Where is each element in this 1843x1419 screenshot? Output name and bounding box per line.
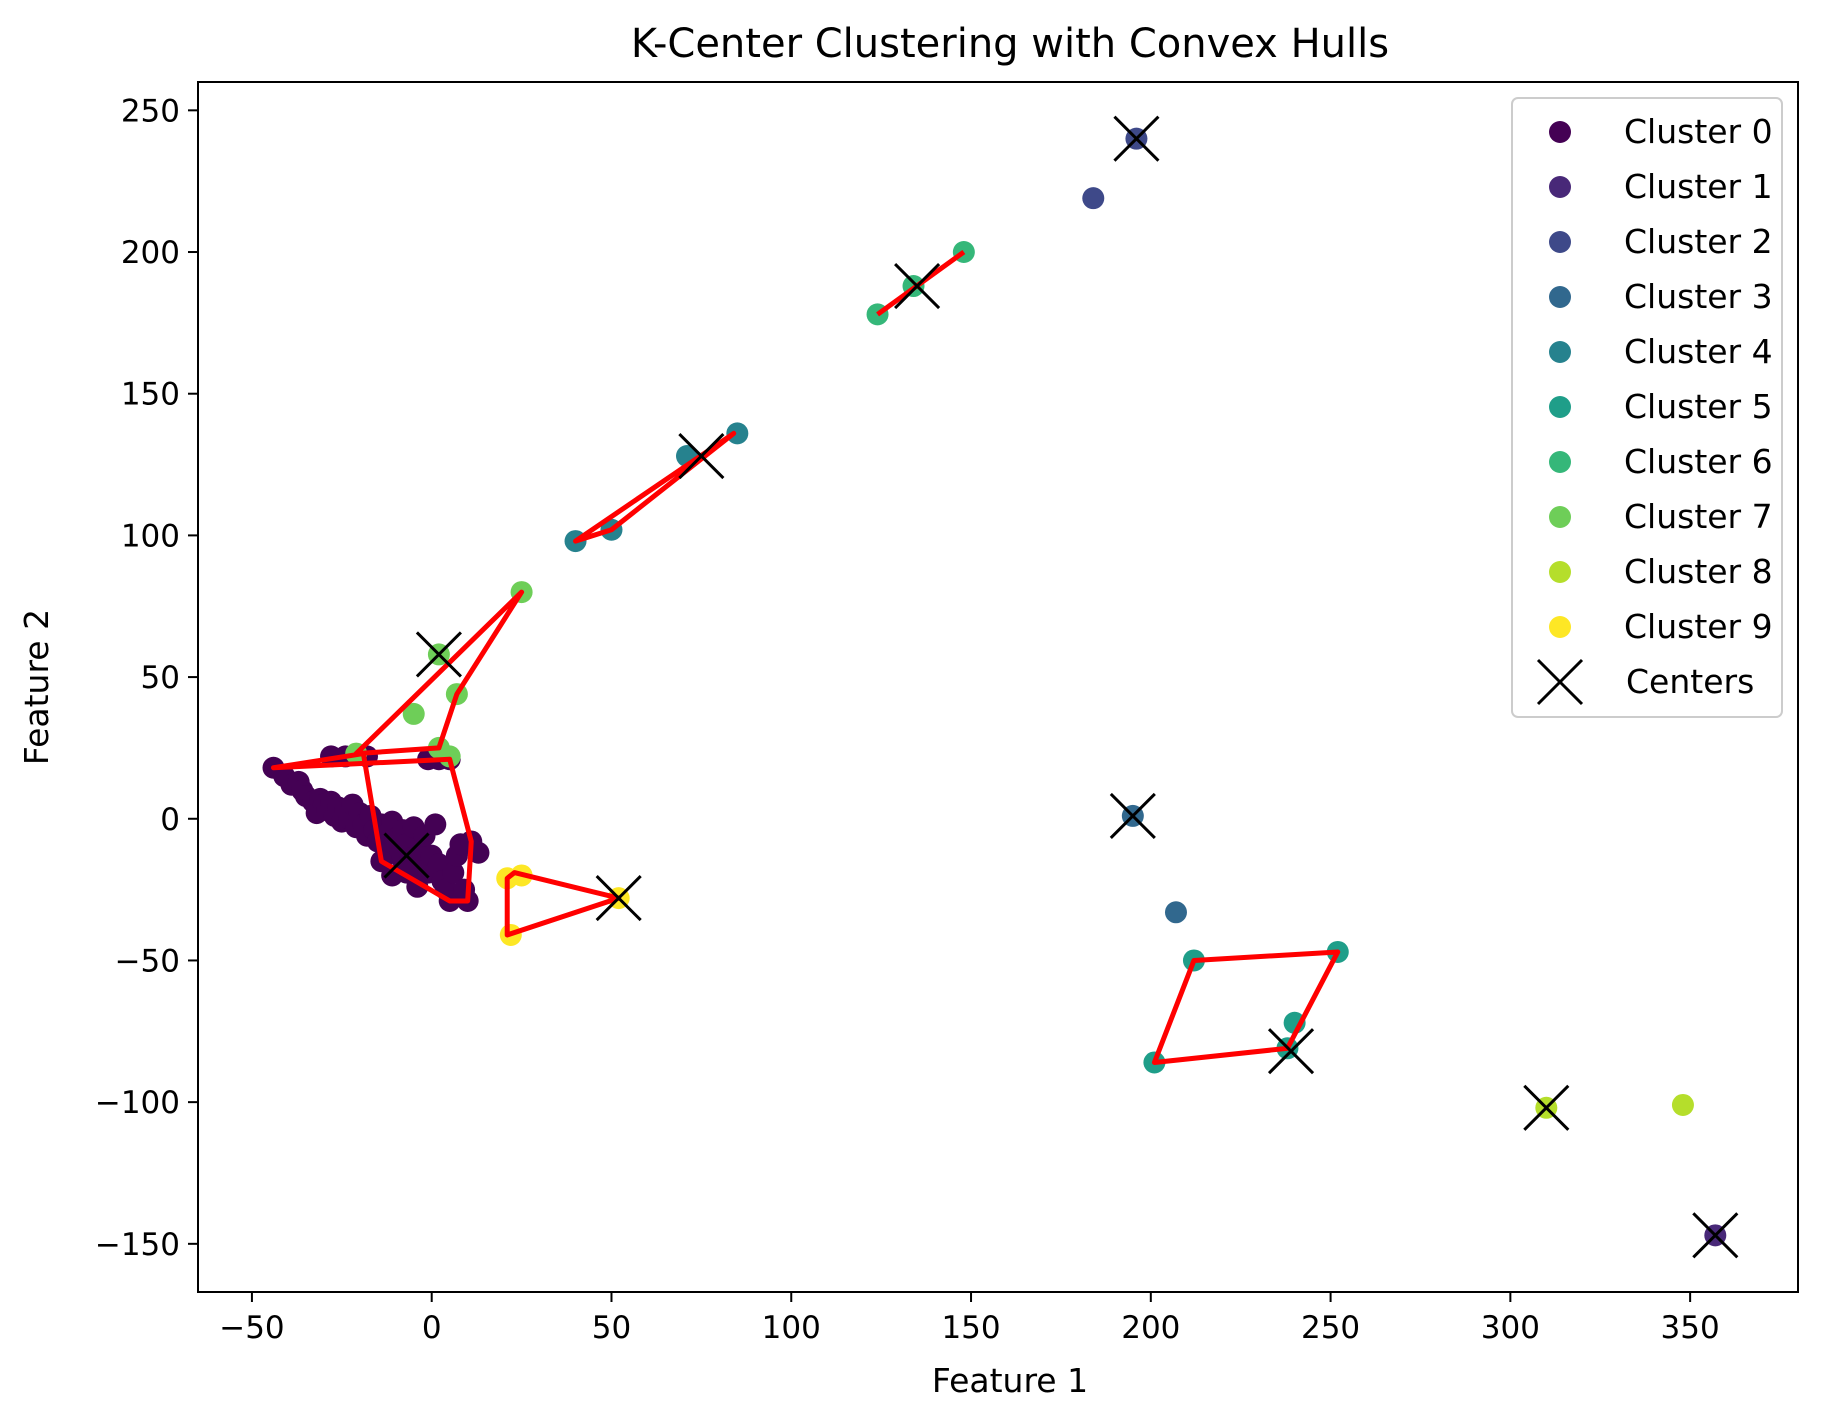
y-tick-label: −50 — [115, 943, 180, 979]
legend-label: Cluster 5 — [1624, 387, 1773, 426]
legend-box — [1511, 97, 1783, 718]
center-stroke — [1523, 1084, 1570, 1131]
legend-label: Cluster 4 — [1624, 332, 1773, 371]
y-tick-label: 0 — [160, 802, 180, 838]
centers-layer — [383, 115, 1739, 1259]
x-tick-label: −50 — [219, 1310, 284, 1346]
x-tick-label: 300 — [1481, 1310, 1540, 1346]
y-tick-label: 250 — [121, 93, 180, 129]
plot-frame — [197, 81, 1799, 1293]
legend-centers-marker — [1536, 658, 1584, 706]
data-point-cluster-0 — [424, 813, 447, 836]
x-tick-label: 0 — [422, 1310, 442, 1346]
legend-marker — [1549, 121, 1571, 143]
x-tick-label: 150 — [941, 1310, 1000, 1346]
cluster-center-marker — [1523, 1084, 1570, 1131]
y-tick-label: 100 — [121, 518, 180, 554]
cluster-center-marker — [1692, 1212, 1739, 1259]
cluster-center-marker — [678, 432, 725, 480]
cluster-center-marker — [1113, 115, 1160, 162]
x-tick-label: 50 — [592, 1310, 631, 1346]
y-tick-label: 150 — [121, 377, 180, 413]
y-axis-label: Feature 2 — [17, 609, 56, 765]
y-axis: −150 −100 −50 0 50 100 150 200 250 — [95, 93, 198, 1263]
center-stroke — [678, 432, 725, 480]
convex-hull — [1151, 949, 1341, 1065]
x-tick-label: 350 — [1661, 1310, 1720, 1346]
center-stroke — [1113, 115, 1160, 162]
x-tick-label: 100 — [762, 1310, 821, 1346]
x-tick-label: 250 — [1301, 1310, 1360, 1346]
legend-label: Cluster 0 — [1624, 112, 1773, 151]
legend-label: Centers — [1626, 662, 1754, 701]
center-stroke — [415, 631, 462, 678]
legend-marker — [1549, 506, 1571, 528]
legend-marker — [1549, 396, 1571, 418]
center-stroke — [1267, 1028, 1315, 1075]
legend-label: Cluster 3 — [1624, 277, 1773, 316]
x-axis: −50 0 50 100 150 200 250 300 350 — [219, 1292, 1720, 1346]
legend-label: Cluster 7 — [1624, 497, 1773, 536]
legend-label: Cluster 9 — [1624, 607, 1773, 646]
y-tick-label: 200 — [121, 235, 180, 271]
legend-marker — [1549, 451, 1571, 473]
legend-marker — [1549, 561, 1571, 583]
center-stroke — [1536, 658, 1584, 706]
data-point-cluster-2 — [1082, 187, 1105, 210]
legend-marker — [1549, 231, 1571, 253]
legend-label: Cluster 1 — [1624, 167, 1773, 206]
legend-marker — [1549, 341, 1571, 363]
cluster-center-marker — [595, 875, 642, 922]
legend-marker — [1549, 286, 1571, 308]
y-tick-label: −150 — [95, 1227, 180, 1263]
center-stroke — [383, 832, 430, 879]
center-stroke — [595, 875, 642, 922]
convex-hull — [573, 430, 737, 544]
y-tick-label: 50 — [141, 660, 180, 696]
legend-marker — [1549, 176, 1571, 198]
convex-hull — [504, 870, 622, 938]
legend: Cluster 0 Cluster 1 Cluster 2 Cluster 3 Clus… — [1511, 97, 1783, 718]
x-tick-label: 200 — [1121, 1310, 1180, 1346]
x-axis-label: Feature 1 — [932, 1361, 1088, 1400]
legend-label: Cluster 8 — [1624, 552, 1773, 591]
y-tick-label: −100 — [95, 1085, 180, 1121]
legend-marker — [1549, 616, 1571, 638]
center-stroke — [1109, 792, 1156, 839]
data-point-cluster-7 — [402, 702, 425, 725]
center-stroke — [1692, 1212, 1739, 1259]
legend-label: Cluster 2 — [1624, 222, 1773, 261]
cluster-center-marker — [415, 631, 462, 678]
points-layer — [262, 127, 1727, 1247]
cluster-center-marker — [1267, 1028, 1315, 1075]
data-point-cluster-0 — [442, 861, 465, 884]
center-stroke — [894, 262, 941, 310]
data-point-cluster-8 — [1671, 1093, 1694, 1116]
data-point-cluster-3 — [1164, 901, 1187, 924]
cluster-center-marker — [894, 262, 941, 310]
legend-label: Cluster 6 — [1624, 442, 1773, 481]
cluster-center-marker — [383, 832, 430, 879]
convex-hull — [271, 751, 474, 904]
cluster-center-marker — [1109, 792, 1156, 839]
convex-hull — [353, 589, 525, 757]
chart-title: K-Center Clustering with Convex Hulls — [631, 21, 1389, 67]
data-point-cluster-4 — [726, 422, 749, 445]
